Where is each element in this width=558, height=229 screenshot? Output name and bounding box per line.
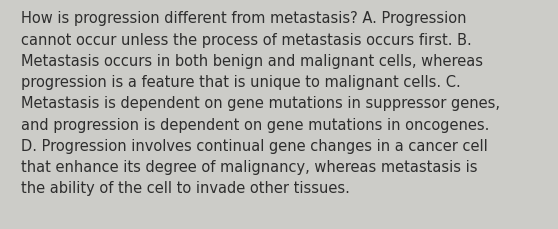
Text: How is progression different from metastasis? A. Progression
cannot occur unless: How is progression different from metast… xyxy=(21,11,500,196)
